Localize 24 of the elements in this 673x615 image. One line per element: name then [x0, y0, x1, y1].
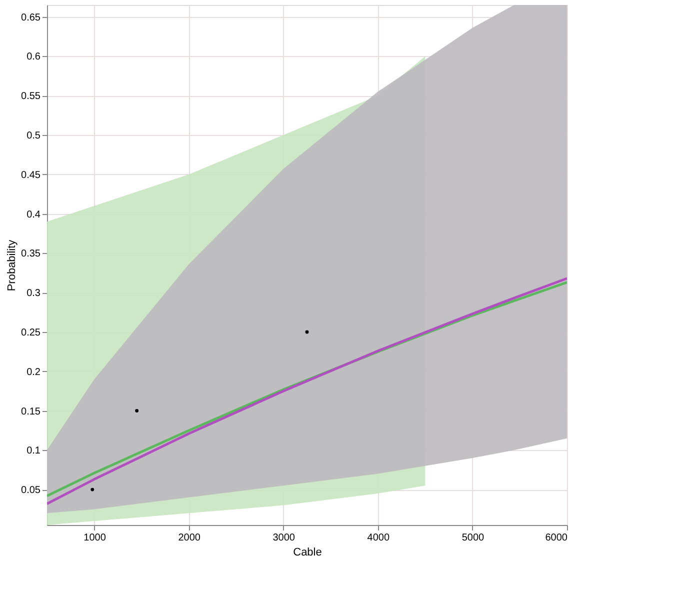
y-tick-label: 0.05: [21, 485, 41, 496]
y-tick-label: 0.5: [26, 130, 41, 142]
x-tick-label: 1000: [84, 532, 106, 544]
y-tick-label: 0.55: [21, 91, 41, 102]
point: [305, 330, 309, 334]
y-tick-label: 0.3: [26, 288, 41, 300]
x-tick-label: 4000: [367, 532, 390, 544]
y-tick-label: 0.15: [21, 406, 41, 418]
y-tick-label: 0.45: [21, 170, 41, 181]
x-tick-label: 6000: [545, 532, 568, 544]
y-tick-label: 0.6: [26, 52, 41, 63]
y-tick-label: 0.1: [26, 446, 41, 457]
x-tick-label: 5000: [462, 532, 485, 544]
y-tick-label: 0.65: [21, 12, 41, 24]
x-tick-label: 3000: [272, 532, 296, 544]
y-tick-label: 0.25: [21, 327, 41, 338]
point: [135, 409, 139, 412]
y-tick-label: 0.4: [26, 209, 41, 220]
x-tick-label: 2000: [178, 532, 201, 544]
y-tick-label: 0.35: [21, 248, 41, 260]
y-tick-label: 0.2: [26, 366, 41, 378]
x-axis-title: Cable: [293, 546, 322, 558]
y-axis-title: Probability: [6, 239, 18, 292]
point: [90, 488, 94, 492]
